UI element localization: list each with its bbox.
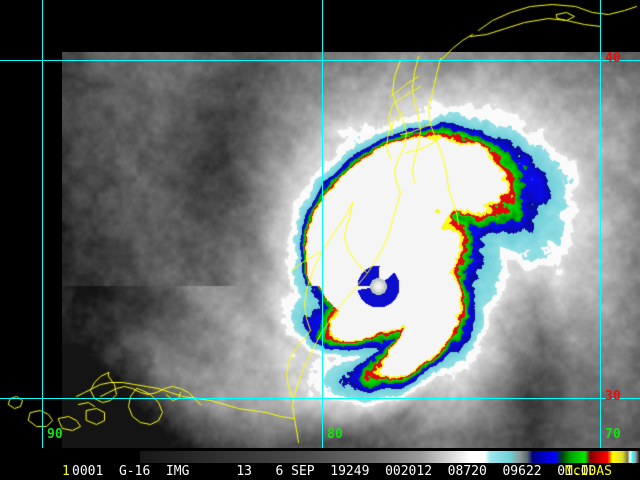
frame-number: 1 <box>62 464 70 479</box>
gridline-lat-40 <box>0 60 640 61</box>
gridline-lon-90 <box>42 0 43 448</box>
lon-label-90: 90 <box>47 427 63 442</box>
status-text: 0001 G-16 IMG 13 6 SEP 19249 002012 0872… <box>72 464 597 479</box>
status-line: 1 0001 G-16 IMG 13 6 SEP 19249 002012 08… <box>0 463 640 480</box>
lon-label-70: 70 <box>605 427 621 442</box>
lon-label-80: 80 <box>327 427 343 442</box>
mcidas-brand-label: McIDAS <box>565 464 612 479</box>
lat-label-30: 30 <box>605 389 621 404</box>
enhancement-color-bar-canvas <box>140 451 640 463</box>
gridline-lon-70 <box>600 0 601 448</box>
enhancement-color-bar[interactable] <box>140 451 640 463</box>
lat-label-40: 40 <box>605 51 621 66</box>
gridline-lon-80 <box>322 0 323 448</box>
satellite-data-block <box>62 52 640 448</box>
gridline-lat-30 <box>0 398 640 399</box>
satellite-image-viewport[interactable]: 40 30 90 80 70 <box>0 0 640 448</box>
bottom-info-bar: 1 0001 G-16 IMG 13 6 SEP 19249 002012 08… <box>0 448 640 480</box>
satellite-infrared-canvas <box>62 52 640 448</box>
